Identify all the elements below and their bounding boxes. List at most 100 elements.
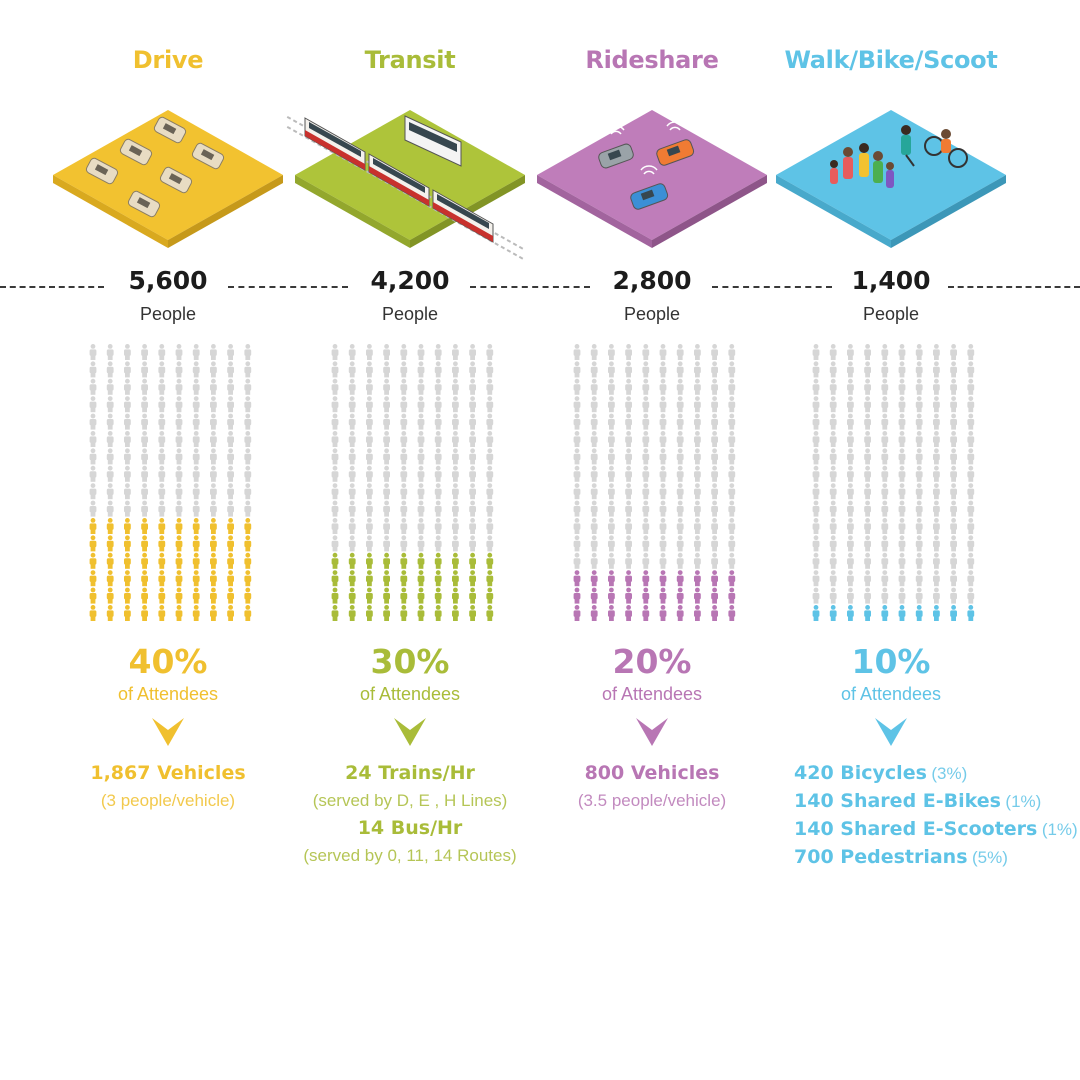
percent-value: 20% xyxy=(612,642,692,681)
person-icon xyxy=(124,431,131,447)
person-icon xyxy=(366,396,373,413)
dash-segment xyxy=(712,286,832,288)
person-icon xyxy=(676,378,684,395)
person-icon xyxy=(192,448,200,465)
person-icon xyxy=(348,396,356,413)
person-icon xyxy=(950,344,957,360)
person-icon xyxy=(590,431,598,447)
person-icon xyxy=(967,413,975,430)
person-icon xyxy=(452,518,459,534)
person-icon xyxy=(158,587,166,604)
person-icon xyxy=(417,500,425,517)
person-icon xyxy=(898,465,906,482)
person-icon xyxy=(694,500,701,517)
person-icon xyxy=(950,378,957,395)
person-icon xyxy=(694,431,701,447)
person-icon xyxy=(400,483,408,500)
person-icon xyxy=(590,465,598,482)
person-icon xyxy=(192,518,200,534)
person-icon xyxy=(106,413,114,430)
person-icon xyxy=(469,552,476,569)
person-icon xyxy=(89,535,97,552)
detail-sub: (served by 0, 11, 14 Routes) xyxy=(303,846,517,865)
details-list: 24 Trains/Hr (served by D, E , H Lines) 14… xyxy=(285,760,535,870)
person-icon xyxy=(244,483,252,500)
person-icon xyxy=(192,465,200,482)
person-icon xyxy=(366,361,373,378)
person-icon xyxy=(608,535,615,552)
person-icon xyxy=(608,431,615,447)
person-icon xyxy=(967,500,975,517)
person-icon xyxy=(728,396,736,413)
person-icon xyxy=(158,448,166,465)
person-icon xyxy=(573,483,581,500)
person-icon xyxy=(331,431,339,447)
person-icon xyxy=(881,483,889,500)
person-icon xyxy=(124,570,131,587)
person-icon xyxy=(608,605,615,621)
person-icon xyxy=(829,500,837,517)
person-icon xyxy=(608,570,615,587)
person-icon xyxy=(711,483,718,500)
person-icon xyxy=(847,378,854,395)
detail-line: (served by 0, 11, 14 Routes) xyxy=(285,843,535,870)
person-icon xyxy=(573,518,581,534)
person-icon xyxy=(192,500,200,517)
person-icon xyxy=(829,465,837,482)
person-icon xyxy=(711,535,718,552)
person-icon xyxy=(124,344,131,360)
person-icon xyxy=(590,570,598,587)
person-icon xyxy=(967,448,975,465)
detail-main: 420 Bicycles xyxy=(794,762,927,784)
person-icon xyxy=(728,552,736,569)
person-icon xyxy=(659,587,667,604)
person-icon xyxy=(366,344,373,360)
person-icon xyxy=(847,413,854,430)
person-icon xyxy=(348,344,356,360)
person-icon xyxy=(469,570,476,587)
person-icon xyxy=(366,518,373,534)
person-icon xyxy=(898,448,906,465)
person-icon xyxy=(158,465,166,482)
person-icon xyxy=(625,535,632,552)
person-icon xyxy=(847,587,854,604)
person-icon xyxy=(915,448,923,465)
person-icon xyxy=(366,378,373,395)
person-icon xyxy=(573,465,581,482)
person-icon xyxy=(124,587,131,604)
person-icon xyxy=(950,500,957,517)
percent-value: 40% xyxy=(128,642,208,681)
person-icon xyxy=(728,431,736,447)
person-icon xyxy=(89,605,97,621)
person-icon xyxy=(469,587,476,604)
detail-sub: (served by D, E , H Lines) xyxy=(312,791,508,810)
person-icon xyxy=(434,431,442,447)
person-icon xyxy=(950,465,957,482)
mode-title: Walk/Bike/Scoot xyxy=(784,46,998,74)
person-icon xyxy=(124,518,131,534)
person-icon xyxy=(642,465,650,482)
person-icon xyxy=(967,361,975,378)
person-icon xyxy=(898,518,906,534)
detail-line: 800 Vehicles xyxy=(527,760,777,788)
person-icon xyxy=(89,344,97,360)
person-icon xyxy=(158,431,166,447)
person-icon xyxy=(175,465,183,482)
person-icon xyxy=(227,587,234,604)
person-icon xyxy=(881,605,889,621)
person-icon xyxy=(89,448,97,465)
percent-value: 30% xyxy=(370,642,450,681)
person-icon xyxy=(106,552,114,569)
person-icon xyxy=(244,587,252,604)
person-icon xyxy=(244,535,252,552)
person-icon xyxy=(898,378,906,395)
person-icon xyxy=(608,396,615,413)
person-icon xyxy=(141,587,148,604)
person-icon xyxy=(915,344,923,360)
person-icon xyxy=(210,413,217,430)
person-icon xyxy=(812,431,820,447)
person-icon xyxy=(659,500,667,517)
person-icon xyxy=(933,344,940,360)
person-icon xyxy=(124,396,131,413)
person-icon xyxy=(728,500,736,517)
